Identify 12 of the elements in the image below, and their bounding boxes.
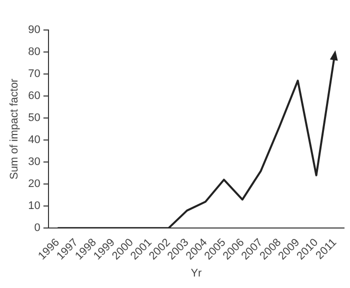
y-tick-label: 10 bbox=[28, 200, 40, 212]
y-tick-label: 0 bbox=[34, 222, 40, 234]
y-tick-label: 80 bbox=[28, 46, 40, 58]
y-tick-label: 40 bbox=[28, 134, 40, 146]
y-tick-label: 60 bbox=[28, 90, 40, 102]
y-tick-label: 30 bbox=[28, 156, 40, 168]
y-tick-label: 50 bbox=[28, 112, 40, 124]
y-tick-label: 70 bbox=[28, 68, 40, 80]
y-axis-title: Sum of impact factor bbox=[8, 78, 21, 180]
x-axis-title: Yr bbox=[190, 267, 202, 280]
y-tick-label: 20 bbox=[28, 178, 40, 190]
y-tick-label: 90 bbox=[28, 24, 40, 36]
